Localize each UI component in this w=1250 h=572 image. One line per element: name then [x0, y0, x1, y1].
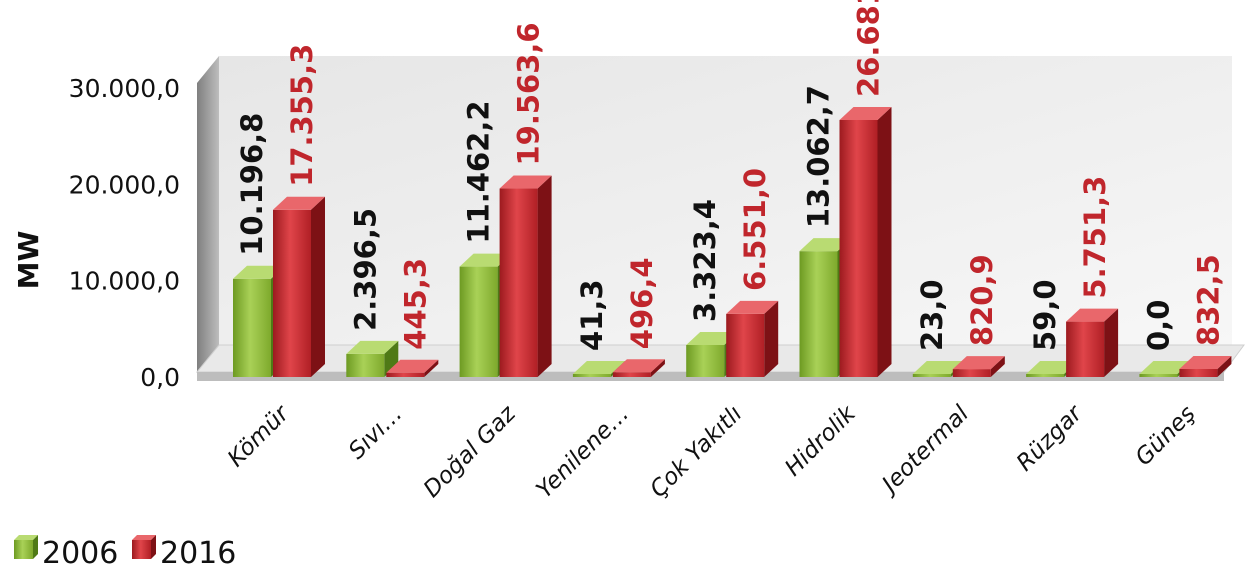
data-label-2016-7: 5.751,3 [1078, 176, 1112, 299]
x-tick-label-8: Güneş [1131, 401, 1201, 471]
data-label-2016-3: 496,4 [625, 257, 659, 349]
data-label-2016-8: 832,5 [1191, 254, 1225, 346]
y-tick-label: 10.000,0 [69, 267, 180, 296]
bar-2016-8 [1179, 355, 1232, 377]
y-tick-label: 30.000,0 [69, 74, 180, 103]
data-label-2006-0: 10.196,8 [235, 113, 269, 256]
bar-2016-4 [726, 300, 779, 377]
legend-item-2006: 2006 [14, 535, 118, 571]
side-wall [197, 56, 219, 372]
bar-2016-3 [612, 359, 665, 377]
x-tick-label-7: Rüzgar [1012, 400, 1089, 477]
data-label-2006-8: 0,0 [1141, 300, 1175, 351]
x-tick-label-5: Hidrolik [780, 400, 862, 482]
legend-swatch [132, 540, 151, 559]
data-label-2016-2: 19.563,6 [512, 22, 546, 165]
legend-swatch [14, 540, 33, 559]
data-label-2006-1: 2.396,5 [348, 208, 382, 331]
x-tick-label-2: Doğal Gaz [419, 400, 522, 503]
data-label-2016-1: 445,3 [398, 258, 432, 350]
y-tick-label: 20.000,0 [69, 170, 180, 199]
bar-2016-0 [273, 196, 325, 377]
x-tick-label-1: Sıvı… [344, 401, 408, 465]
legend-label: 2016 [160, 536, 236, 567]
x-tick-label-3: Yenilene… [532, 401, 634, 503]
data-label-2016-5: 26.681,1 [852, 0, 886, 97]
data-label-2016-6: 820,9 [965, 254, 999, 346]
bar-2016-5 [839, 106, 892, 377]
bar-2006-1 [346, 340, 399, 377]
x-tick-label-4: Çok Yakıtlı [645, 401, 747, 503]
data-label-2006-3: 41,3 [575, 279, 609, 351]
bar-2016-2 [499, 175, 552, 377]
x-tick-label-0: Kömür [223, 400, 295, 472]
x-tick-label-6: Jeotermal [875, 400, 975, 500]
legend-label: 2006 [42, 536, 118, 567]
data-label-2016-4: 6.551,0 [738, 168, 772, 291]
legend-item-2016: 2016 [132, 535, 236, 571]
bar-2016-6 [952, 356, 1005, 377]
data-label-2006-2: 11.462,2 [462, 100, 496, 243]
data-label-2006-5: 13.062,7 [802, 85, 836, 228]
y-tick-label: 0,0 [140, 363, 180, 392]
data-label-2006-7: 59,0 [1028, 279, 1062, 351]
y-axis-title: MW [12, 231, 45, 290]
bar-2016-1 [386, 359, 439, 377]
data-label-2016-0: 17.355,3 [285, 44, 319, 187]
data-label-2006-4: 3.323,4 [688, 199, 722, 322]
bar-2016-7 [1066, 308, 1119, 377]
data-label-2006-6: 23,0 [915, 279, 949, 351]
